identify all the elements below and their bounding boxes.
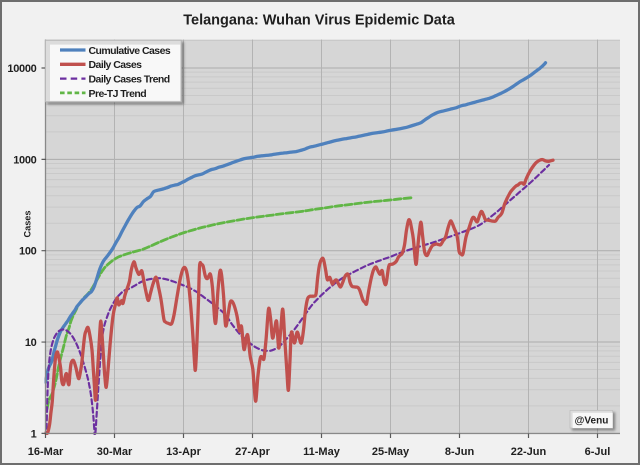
- svg-text:Daily Cases: Daily Cases: [89, 59, 143, 71]
- svg-text:1000: 1000: [13, 154, 36, 166]
- svg-text:Cumulative Cases: Cumulative Cases: [89, 45, 171, 57]
- svg-text:30-Mar: 30-Mar: [97, 446, 133, 458]
- svg-text:10: 10: [25, 337, 37, 349]
- svg-text:11-May: 11-May: [303, 446, 341, 458]
- svg-text:8-Jun: 8-Jun: [445, 446, 475, 458]
- svg-text:13-Apr: 13-Apr: [166, 446, 202, 458]
- svg-text:25-May: 25-May: [372, 446, 410, 458]
- svg-text:6-Jul: 6-Jul: [585, 446, 611, 458]
- svg-text:Daily Cases Trend: Daily Cases Trend: [89, 74, 170, 86]
- svg-text:Telangana: Wuhan Virus Epidemi: Telangana: Wuhan Virus Epidemic Data: [183, 12, 455, 28]
- svg-text:27-Apr: 27-Apr: [235, 446, 271, 458]
- svg-text:@Venu: @Venu: [575, 416, 609, 427]
- svg-text:22-Jun: 22-Jun: [511, 446, 547, 458]
- svg-text:16-Mar: 16-Mar: [28, 446, 64, 458]
- svg-text:Cases: Cases: [23, 210, 33, 237]
- svg-text:100: 100: [19, 246, 37, 258]
- svg-text:10000: 10000: [7, 63, 36, 75]
- svg-text:Pre-TJ Trend: Pre-TJ Trend: [89, 88, 147, 100]
- svg-text:1: 1: [31, 428, 37, 440]
